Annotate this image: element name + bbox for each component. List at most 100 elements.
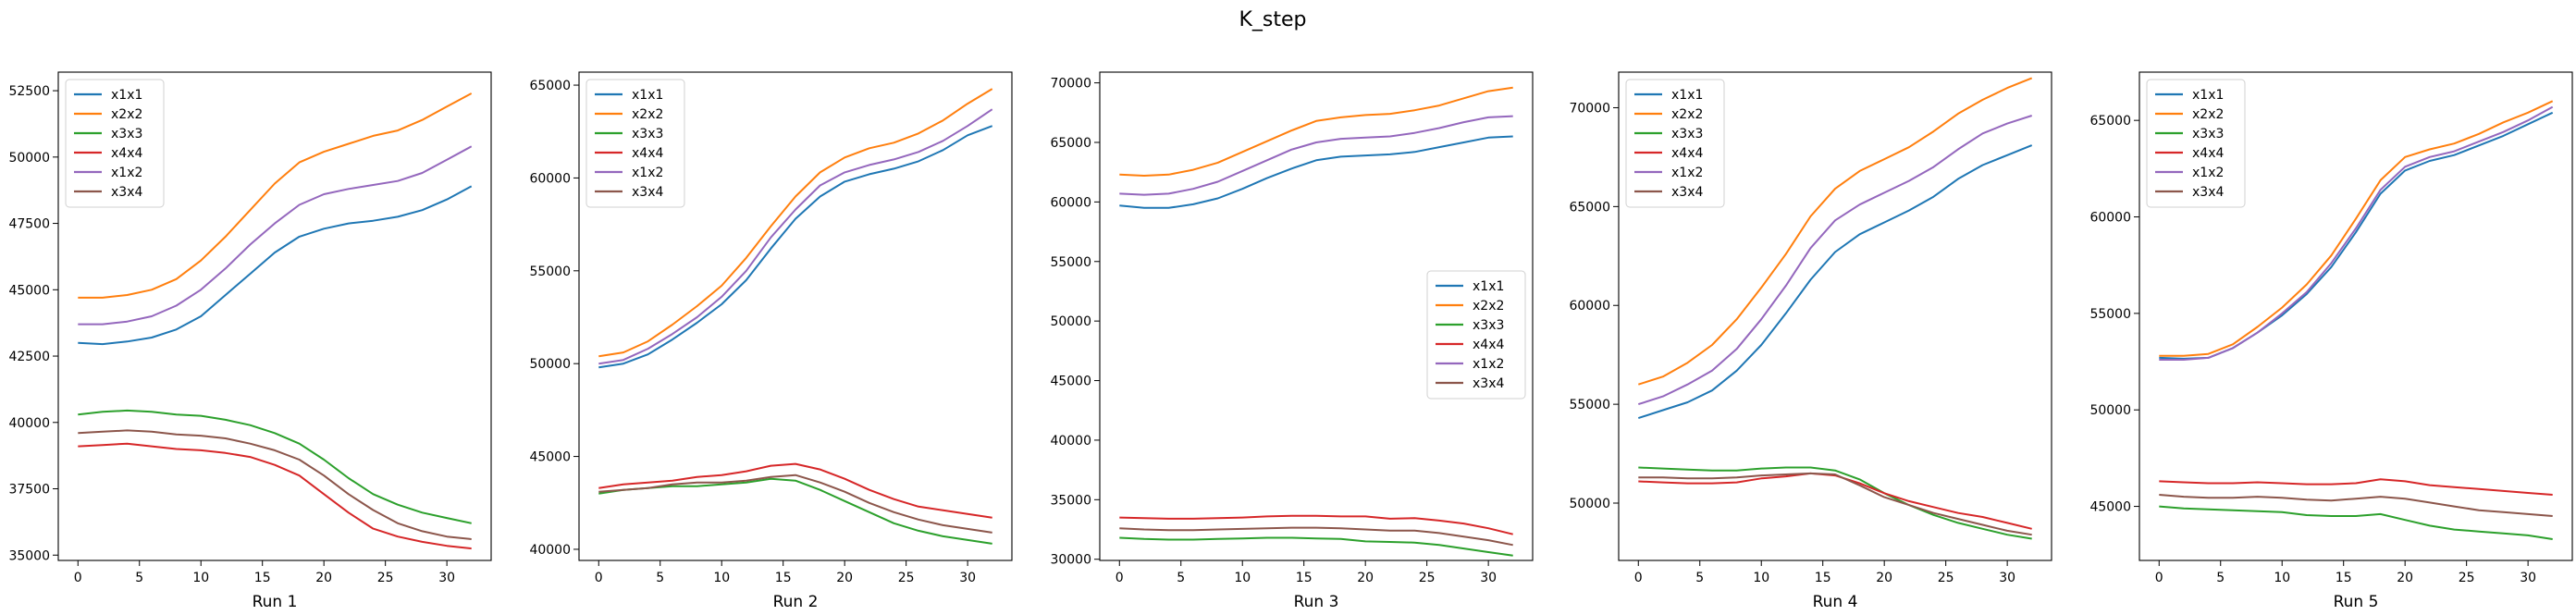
subplot-run-5: 0 5 10 15 20 25 30 45000 50000 55000 60000 65000 Run… xyxy=(2089,71,2573,611)
legend-label-x1x1: x1x1 xyxy=(2192,88,2224,103)
y-tick-label: 52500 xyxy=(8,84,50,99)
series-line-x1x2 xyxy=(1119,115,1513,196)
y-tick-label: 60000 xyxy=(2089,211,2131,226)
legend-label-x1x1: x1x1 xyxy=(1473,279,1504,294)
y-tick-label: 60000 xyxy=(1569,299,1610,314)
x-tick-label: 25 xyxy=(1419,571,1436,585)
axes-frame xyxy=(578,71,1013,561)
series-line-x1x1 xyxy=(598,125,993,369)
series-line-x3x4 xyxy=(1638,472,2032,536)
legend-label-x1x2: x1x2 xyxy=(111,166,142,180)
x-tick-label: 10 xyxy=(1234,571,1251,585)
x-tick-label: 25 xyxy=(377,571,394,585)
series-line-x3x4 xyxy=(598,474,992,534)
legend-label-x1x2: x1x2 xyxy=(1473,357,1504,372)
series-line-x2x2 xyxy=(78,92,473,299)
x-tick-label: 10 xyxy=(713,571,730,585)
y-tick-label: 50000 xyxy=(1569,497,1610,511)
series-line-x4x4 xyxy=(78,442,472,550)
y-tick-label: 70000 xyxy=(1569,101,1610,116)
y-tick-label: 45000 xyxy=(2089,500,2131,515)
legend-box xyxy=(2146,79,2246,208)
x-axis-label: Run 1 xyxy=(253,593,298,611)
y-tick-label: 50000 xyxy=(1050,314,1091,329)
x-tick-label: 15 xyxy=(254,571,271,585)
y-tick-label: 42500 xyxy=(8,350,50,364)
series-line-x3x3 xyxy=(78,409,472,524)
legend-label-x2x2: x2x2 xyxy=(111,107,142,122)
subplot-run-4: 0 5 10 15 20 25 30 50000 55000 60000 65000 70000 Run… xyxy=(1569,71,2052,611)
series-line-x2x2 xyxy=(1119,86,1513,177)
legend-label-x3x3: x3x3 xyxy=(1473,318,1504,333)
x-tick-label: 15 xyxy=(2336,571,2352,585)
legend-label-x3x4: x3x4 xyxy=(1671,185,1703,200)
legend-label-x3x3: x3x3 xyxy=(2192,127,2224,141)
x-tick-label: 20 xyxy=(1876,571,1892,585)
x-tick-label: 5 xyxy=(1177,571,1185,585)
series-line-x1x1 xyxy=(1119,135,1513,209)
y-tick-label: 55000 xyxy=(529,264,571,279)
legend-label-x3x4: x3x4 xyxy=(632,185,663,200)
x-tick-label: 25 xyxy=(2459,571,2475,585)
y-tick-label: 50000 xyxy=(8,151,50,166)
x-tick-label: 15 xyxy=(1296,571,1313,585)
series-line-x3x3 xyxy=(1638,466,2032,540)
series-line-x3x4 xyxy=(78,429,472,540)
x-tick-label: 20 xyxy=(2397,571,2413,585)
y-tick-label: 35000 xyxy=(8,548,50,563)
series-line-x3x4 xyxy=(1119,526,1513,547)
x-tick-label: 30 xyxy=(438,571,455,585)
x-tick-label: 20 xyxy=(836,571,853,585)
legend-box xyxy=(1625,79,1725,208)
x-axis-label: Run 2 xyxy=(773,593,819,611)
series-line-x1x1 xyxy=(78,185,473,346)
x-tick-label: 15 xyxy=(1815,571,1831,585)
x-tick-label: 10 xyxy=(2274,571,2290,585)
x-tick-label: 5 xyxy=(135,571,143,585)
legend-label-x3x3: x3x3 xyxy=(1671,127,1703,141)
axes-frame xyxy=(1618,71,2052,561)
y-tick-label: 50000 xyxy=(529,357,571,372)
legend-box xyxy=(65,79,165,208)
x-tick-label: 0 xyxy=(2155,571,2163,585)
series-line-x3x3 xyxy=(2159,505,2553,540)
legend-label-x4x4: x4x4 xyxy=(1671,146,1703,161)
axes-frame xyxy=(2138,71,2573,561)
series-line-x2x2 xyxy=(598,88,993,358)
x-tick-label: 5 xyxy=(2216,571,2225,585)
series-line-x2x2 xyxy=(1637,77,2033,386)
legend-label-x2x2: x2x2 xyxy=(1671,107,1703,122)
legend-label-x1x2: x1x2 xyxy=(1671,166,1703,180)
x-axis-label: Run 5 xyxy=(2334,593,2379,611)
series-line-x4x4 xyxy=(1638,472,2032,530)
legend-label-x3x3: x3x3 xyxy=(111,127,142,141)
subplot-run-1: 0 5 10 15 20 25 30 35000 37500 40000 42500 45000 475… xyxy=(8,71,492,611)
x-axis-label: Run 4 xyxy=(1813,593,1858,611)
series-line-x1x2 xyxy=(1637,115,2033,406)
legend-label-x4x4: x4x4 xyxy=(632,146,663,161)
legend-box xyxy=(585,79,685,208)
series-line-x3x3 xyxy=(1119,536,1513,557)
legend: x1x1 x2x2 x3x3 x4x4 x1x2 x3x4 xyxy=(65,79,165,208)
y-tick-label: 37500 xyxy=(8,483,50,498)
legend-label-x2x2: x2x2 xyxy=(632,107,663,122)
y-tick-label: 55000 xyxy=(2089,307,2131,322)
y-tick-label: 60000 xyxy=(1050,195,1091,210)
series-line-x4x4 xyxy=(1119,514,1513,535)
legend: x1x1 x2x2 x3x3 x4x4 x1x2 x3x4 xyxy=(1426,270,1526,400)
x-tick-label: 0 xyxy=(1115,571,1124,585)
series-line-x4x4 xyxy=(2159,478,2553,496)
axes-frame xyxy=(57,71,492,561)
legend-label-x1x1: x1x1 xyxy=(632,88,663,103)
y-tick-label: 65000 xyxy=(529,79,571,93)
subplot-run-2: 0 5 10 15 20 25 30 40000 45000 50000 55000 60000 650… xyxy=(529,71,1013,611)
x-tick-label: 10 xyxy=(192,571,209,585)
legend-label-x2x2: x2x2 xyxy=(2192,107,2224,122)
y-tick-label: 65000 xyxy=(2089,114,2131,129)
x-tick-label: 30 xyxy=(959,571,976,585)
series-line-x3x3 xyxy=(598,477,992,545)
legend-label-x3x3: x3x3 xyxy=(632,127,663,141)
legend-label-x3x4: x3x4 xyxy=(111,185,142,200)
x-tick-label: 25 xyxy=(898,571,915,585)
